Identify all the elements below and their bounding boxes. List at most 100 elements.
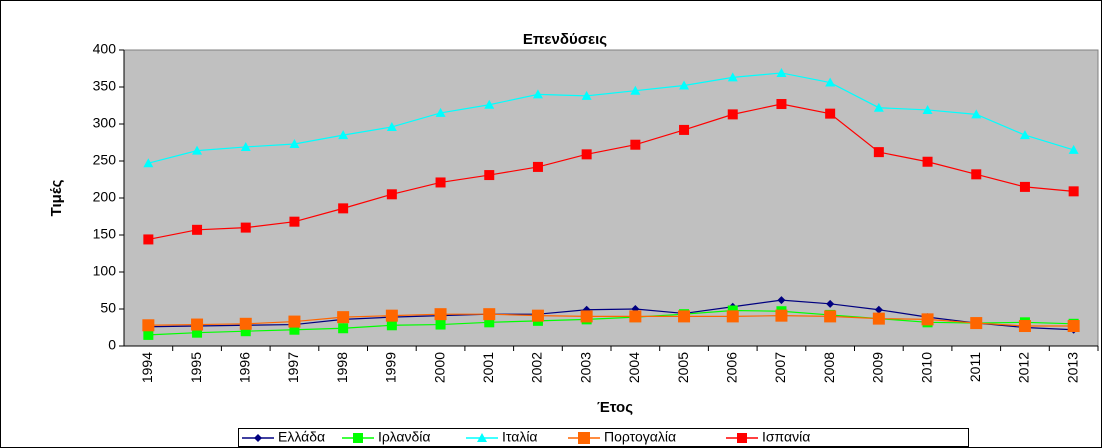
y-tick-label: 150: [93, 226, 117, 242]
marker: [726, 310, 739, 323]
marker: [338, 130, 349, 140]
marker: [531, 309, 544, 322]
marker: [240, 222, 251, 233]
marker: [630, 85, 641, 95]
x-tick-label: 1995: [188, 352, 204, 383]
x-tick-label: 1998: [334, 352, 350, 383]
x-tick-label: 2004: [626, 352, 642, 383]
marker: [825, 77, 836, 87]
marker: [435, 107, 446, 117]
marker: [484, 317, 495, 328]
marker: [679, 124, 690, 135]
marker: [825, 108, 836, 119]
marker: [240, 326, 251, 337]
x-tick-label: 1997: [285, 352, 301, 383]
legend: Ελλάδα Ιρλανδία Ιταλία Πορτογαλία Ισπανία: [238, 428, 969, 447]
marker: [874, 305, 883, 314]
x-tick-label: 2013: [1064, 352, 1080, 383]
x-tick-label: 2010: [918, 352, 934, 383]
marker: [143, 329, 154, 340]
legend-label: Ελλάδα: [278, 429, 325, 445]
marker: [922, 156, 933, 167]
x-tick-label: 2005: [675, 352, 691, 383]
x-tick-label: 2009: [870, 352, 886, 383]
marker: [678, 310, 691, 323]
legend-label: Ιρλανδία: [378, 429, 430, 445]
series-line: [148, 103, 1074, 241]
marker: [289, 216, 300, 227]
marker: [629, 310, 642, 323]
marker: [737, 433, 747, 443]
y-tick-label: 250: [93, 152, 117, 168]
marker: [434, 308, 447, 321]
marker: [435, 177, 446, 188]
marker: [532, 89, 543, 99]
y-tick-label: 50: [100, 300, 116, 316]
x-tick-label: 2008: [821, 352, 837, 383]
x-tick-label: 2001: [480, 352, 496, 383]
marker: [727, 109, 738, 120]
x-tick-label: 1994: [139, 352, 155, 383]
marker: [1018, 320, 1031, 333]
marker: [192, 145, 203, 155]
marker: [142, 319, 155, 332]
marker: [581, 149, 592, 160]
marker: [484, 99, 495, 109]
x-tick-label: 2000: [431, 352, 447, 383]
marker: [971, 109, 982, 119]
legend-label: Ισπανία: [762, 429, 810, 445]
series-line: [148, 309, 1074, 336]
marker: [191, 318, 204, 331]
x-tick-label: 1999: [383, 352, 399, 383]
y-tick-label: 0: [108, 337, 116, 353]
marker: [192, 327, 203, 338]
marker: [477, 433, 487, 442]
marker: [777, 296, 786, 305]
marker: [873, 102, 884, 112]
marker: [922, 104, 933, 114]
marker: [578, 432, 590, 444]
y-tick-label: 100: [93, 263, 117, 279]
marker: [776, 99, 787, 110]
x-tick-label: 2002: [529, 352, 545, 383]
y-tick-label: 200: [93, 189, 117, 205]
marker: [1068, 186, 1079, 197]
marker: [872, 312, 885, 325]
marker: [239, 317, 252, 330]
x-tick-label: 2003: [577, 352, 593, 383]
marker: [289, 138, 300, 148]
series-line: [148, 299, 1074, 331]
marker: [192, 224, 203, 235]
marker: [289, 324, 300, 335]
marker: [143, 234, 154, 245]
marker: [775, 309, 788, 322]
marker: [971, 169, 982, 180]
x-tick-label: 2007: [772, 352, 788, 383]
marker: [386, 121, 397, 131]
marker: [679, 80, 690, 90]
y-tick-label: 400: [93, 41, 117, 57]
marker: [337, 311, 350, 324]
marker: [435, 319, 446, 330]
marker: [1068, 144, 1079, 154]
x-tick-label: 2012: [1016, 352, 1032, 383]
legend-label: Πορτογαλία: [604, 429, 676, 445]
y-tick-label: 300: [93, 115, 117, 131]
marker: [581, 90, 592, 100]
marker: [386, 189, 397, 200]
marker: [1067, 320, 1080, 333]
marker: [288, 315, 301, 328]
series-line: [148, 313, 1074, 327]
marker: [921, 313, 934, 326]
x-tick-label: 2006: [723, 352, 739, 383]
marker: [580, 310, 593, 323]
marker: [1019, 130, 1030, 140]
marker: [630, 139, 641, 150]
y-tick-label: 350: [93, 78, 117, 94]
marker: [385, 309, 398, 322]
marker: [143, 158, 154, 168]
marker: [338, 203, 349, 214]
plot-area: [123, 49, 1099, 347]
marker: [240, 141, 251, 151]
